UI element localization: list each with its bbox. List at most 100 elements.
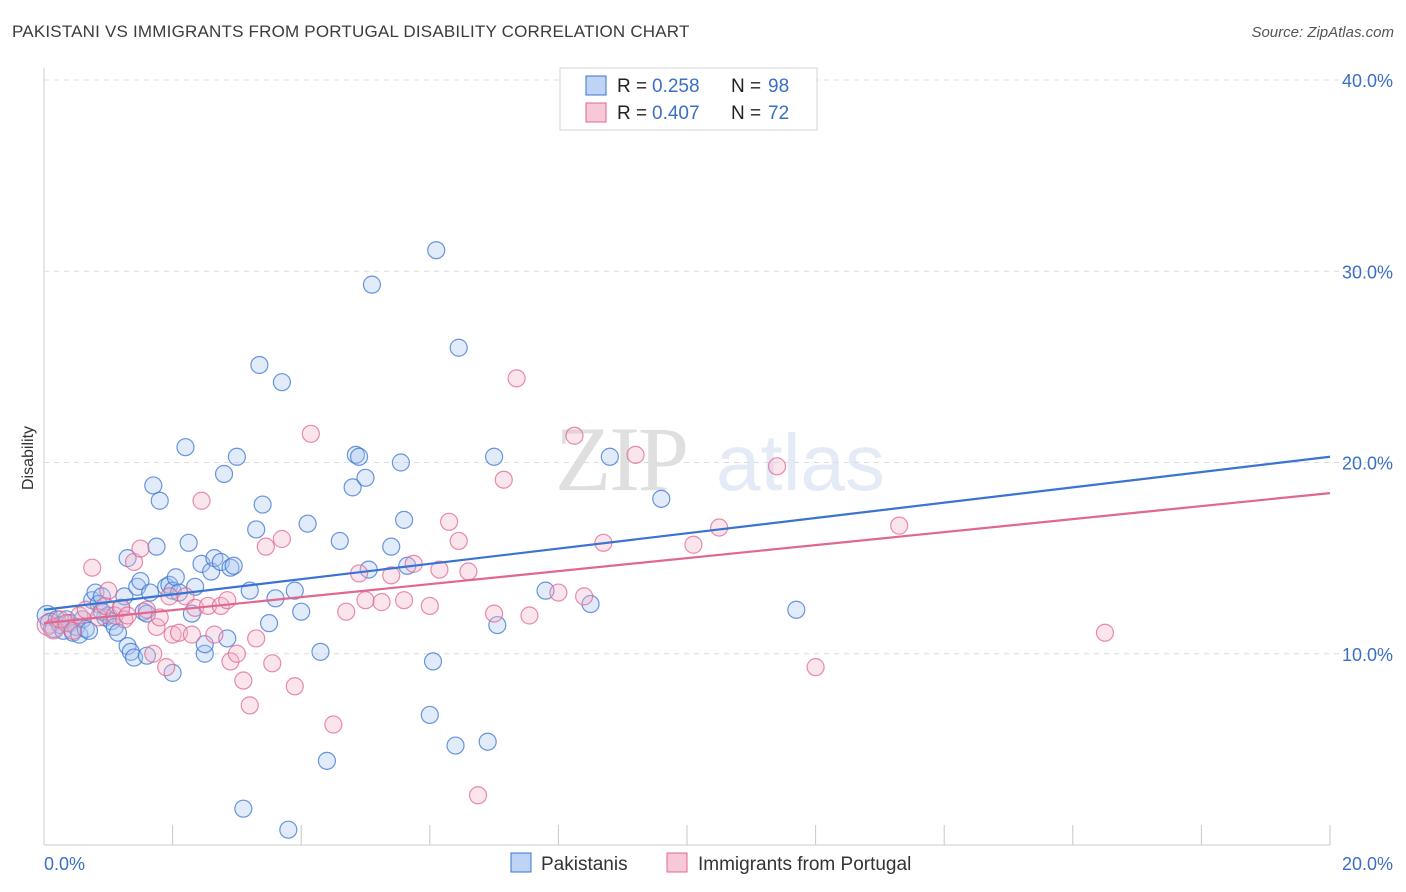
- portugal-point: [205, 625, 224, 644]
- pakistanis-point: [356, 468, 375, 487]
- y-axis-label: Disability: [20, 426, 37, 490]
- pakistanis-point: [118, 636, 137, 656]
- pakistanis-point: [478, 732, 497, 751]
- portugal-point: [565, 426, 584, 445]
- pakistanis-point: [259, 614, 279, 633]
- portugal-point: [157, 658, 176, 677]
- portugal-point: [485, 604, 504, 623]
- portugal-point: [227, 644, 246, 663]
- pakistanis-point: [137, 646, 156, 665]
- pakistanis-point: [446, 736, 465, 755]
- pakistanis-point: [298, 514, 317, 533]
- bottom-legend-label-portugal: Immigrants from Portugal: [698, 854, 911, 875]
- bottom-legend: Pakistanis Immigrants from Portugal: [510, 852, 911, 875]
- pakistanis-point: [214, 464, 234, 484]
- legend-swatch-pakistanis: [585, 75, 607, 96]
- pakistanis-point: [224, 556, 243, 575]
- portugal-point: [468, 786, 488, 805]
- portugal-point: [382, 566, 401, 585]
- trend-line-portugal: [43, 492, 1331, 625]
- portugal-point: [240, 696, 259, 715]
- portugal-point: [234, 671, 253, 690]
- portugal-point: [372, 593, 391, 612]
- portugal-point: [626, 445, 645, 464]
- pakistanis-point: [250, 355, 269, 375]
- portugal-point: [163, 625, 182, 644]
- pakistanis-point: [427, 241, 446, 260]
- portugal-point: [1095, 623, 1115, 642]
- portugal-point: [767, 457, 787, 476]
- y-tick-label-10: 10.0%: [1342, 645, 1393, 665]
- trend-line-pakistanis: [43, 455, 1331, 611]
- portugal-point: [192, 491, 211, 510]
- portugal-point: [272, 529, 292, 549]
- pakistanis-point: [382, 537, 401, 556]
- pakistanis-point: [195, 635, 214, 654]
- y-tick-labels: 10.0% 20.0% 30.0% 40.0%: [1342, 71, 1393, 665]
- pakistanis-point: [652, 489, 671, 508]
- legend-n-value-2: 72: [768, 103, 789, 124]
- portugal-point: [144, 644, 163, 663]
- portugal-point: [710, 518, 729, 537]
- watermark-atlas: atlas: [716, 418, 885, 507]
- portugal-point: [131, 539, 150, 558]
- portugal-point: [356, 591, 375, 610]
- pakistanis-point: [285, 581, 304, 600]
- pakistanis-point: [227, 447, 246, 466]
- x-tick-label-min: 0.0%: [44, 854, 85, 874]
- bottom-legend-label-pakistanis: Pakistanis: [541, 854, 628, 875]
- x-ticks: [172, 825, 1331, 845]
- portugal-point: [36, 614, 58, 636]
- portugal-point: [63, 621, 83, 640]
- portugal-point: [404, 554, 423, 573]
- pakistanis-point: [79, 621, 99, 640]
- portugal-point: [520, 606, 539, 625]
- legend-n-value-1: 98: [768, 76, 789, 97]
- pakistanis-point: [234, 799, 253, 818]
- legend-r-label-1: R =: [617, 76, 647, 97]
- portugal-point: [806, 658, 825, 677]
- legend-r-label-2: R =: [617, 103, 647, 124]
- pakistanis-point: [343, 478, 362, 497]
- pakistanis-point: [394, 510, 414, 529]
- portugal-point: [430, 560, 449, 579]
- y-tick-label-40: 40.0%: [1342, 71, 1393, 91]
- pakistanis-point: [362, 275, 382, 294]
- pakistanis-point: [292, 602, 311, 621]
- portugal-point: [301, 424, 320, 443]
- portugal-point: [147, 617, 166, 637]
- portugal-point: [507, 369, 526, 388]
- portugal-point: [549, 583, 568, 602]
- portugal-point: [150, 608, 169, 627]
- pakistanis-point: [272, 373, 292, 392]
- pakistanis-point: [253, 495, 272, 514]
- pakistanis-point: [349, 447, 369, 466]
- portugal-point: [394, 591, 414, 610]
- pakistanis-point: [279, 820, 298, 839]
- legend-swatch-portugal: [585, 102, 607, 123]
- portugal-point: [684, 535, 703, 554]
- portugal-point: [247, 629, 266, 648]
- portugal-point: [890, 516, 909, 535]
- x-tick-label-max: 20.0%: [1342, 854, 1393, 874]
- portugal-point: [494, 470, 513, 489]
- pakistanis-point: [600, 447, 619, 466]
- pakistanis-point: [166, 568, 185, 587]
- portugal-point: [263, 654, 282, 673]
- legend-box: R = 0.258 N = 98 R = 0.407 N = 72: [559, 67, 818, 131]
- portugal-point: [459, 562, 478, 581]
- portugal-point: [43, 618, 65, 640]
- pakistanis-point: [787, 600, 806, 619]
- pakistanis-point: [311, 642, 330, 661]
- pakistanis-point: [330, 531, 349, 551]
- gridlines: [44, 79, 1393, 655]
- pakistanis-point: [176, 438, 195, 457]
- pakistanis-point: [221, 558, 240, 577]
- portugal-point: [420, 596, 439, 616]
- pakistanis-point: [195, 644, 214, 663]
- portugal-point: [99, 581, 118, 600]
- portugal-point: [439, 512, 459, 531]
- pakistanis-point: [420, 705, 439, 725]
- pakistanis-point: [144, 476, 163, 495]
